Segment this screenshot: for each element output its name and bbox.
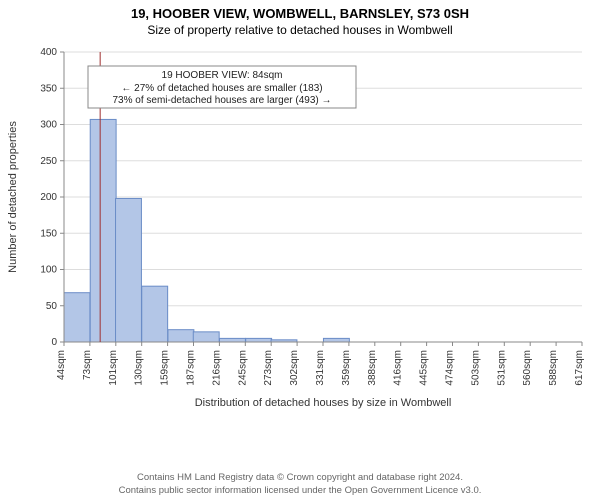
credits: Contains HM Land Registry data © Crown c… [0,472,600,498]
svg-text:388sqm: 388sqm [367,350,378,386]
histogram-bar [90,120,116,343]
svg-text:300: 300 [40,120,57,131]
svg-text:503sqm: 503sqm [470,350,481,386]
svg-text:474sqm: 474sqm [445,350,456,386]
histogram-bar [219,339,245,343]
histogram-bar [168,330,194,342]
svg-text:250: 250 [40,156,57,167]
svg-text:359sqm: 359sqm [341,350,352,386]
chart-subtitle: Size of property relative to detached ho… [0,23,600,43]
annotation-line-1: ← 27% of detached houses are smaller (18… [121,83,322,94]
histogram-bar [193,332,219,342]
credits-line-1: Contains HM Land Registry data © Crown c… [0,472,600,485]
histogram-bar [142,287,168,343]
svg-text:245sqm: 245sqm [237,350,248,386]
svg-text:350: 350 [40,84,57,95]
histogram-bar [323,339,349,343]
svg-text:187sqm: 187sqm [186,350,197,386]
svg-text:302sqm: 302sqm [289,350,300,386]
y-axis-label: Number of detached properties [7,121,19,273]
svg-text:216sqm: 216sqm [211,350,222,386]
svg-text:416sqm: 416sqm [393,350,404,386]
x-axis-label: Distribution of detached houses by size … [195,397,452,409]
chart-container: 0 50 100 150 200 250 300 350 400 44sqm 73sqm 101sqm… [0,42,600,412]
svg-text:159sqm: 159sqm [160,350,171,386]
svg-text:331sqm: 331sqm [315,350,326,386]
svg-text:44sqm: 44sqm [56,350,67,380]
svg-text:73sqm: 73sqm [82,350,93,380]
svg-text:531sqm: 531sqm [496,350,507,386]
svg-text:130sqm: 130sqm [134,350,145,386]
annotation-title: 19 HOOBER VIEW: 84sqm [162,70,283,81]
chart-title: 19, HOOBER VIEW, WOMBWELL, BARNSLEY, S73… [0,0,600,23]
svg-text:445sqm: 445sqm [419,350,430,386]
svg-text:100: 100 [40,265,57,276]
svg-text:150: 150 [40,229,57,240]
svg-text:273sqm: 273sqm [263,350,274,386]
svg-text:200: 200 [40,192,57,203]
histogram-bar [246,339,272,343]
histogram-bar [64,293,90,342]
annotation-line-2: 73% of semi-detached houses are larger (… [112,95,331,106]
svg-text:560sqm: 560sqm [522,350,533,386]
histogram-chart: 0 50 100 150 200 250 300 350 400 44sqm 73sqm 101sqm… [0,42,600,412]
svg-text:50: 50 [46,301,58,312]
histogram-bar [116,199,142,343]
svg-text:588sqm: 588sqm [548,350,559,386]
svg-text:101sqm: 101sqm [108,350,119,386]
svg-text:0: 0 [51,337,57,348]
svg-text:617sqm: 617sqm [574,350,585,386]
credits-line-2: Contains public sector information licen… [0,485,600,498]
svg-text:400: 400 [40,47,57,58]
